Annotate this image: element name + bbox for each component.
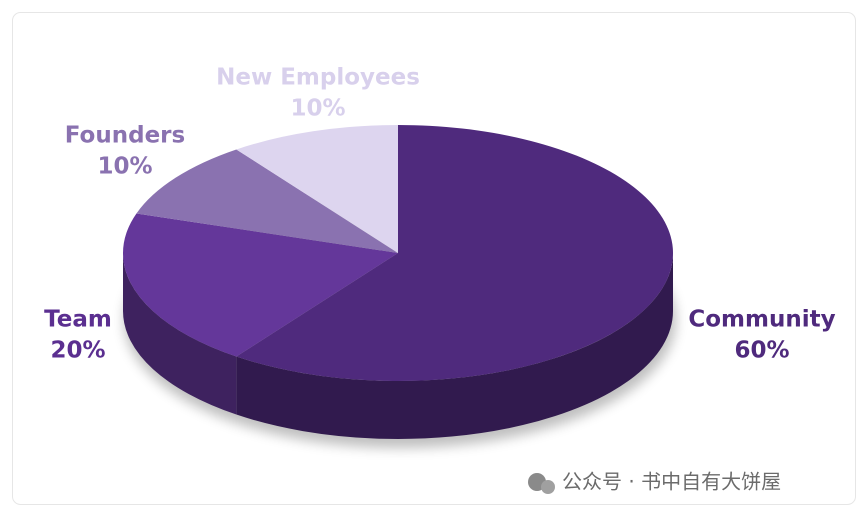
- category-label: Founders: [65, 123, 185, 149]
- category-label: Community: [688, 307, 835, 333]
- value-label: 60%: [734, 338, 789, 364]
- slice: [136, 149, 398, 253]
- slice: [123, 213, 398, 357]
- category-label: New Employees: [216, 65, 420, 91]
- slice: [236, 125, 673, 381]
- value-label: 10%: [97, 154, 152, 180]
- slice-side: [236, 253, 673, 440]
- value-label: 10%: [290, 96, 345, 122]
- pie-tops: [123, 125, 673, 381]
- slice-side: [123, 253, 237, 415]
- slice: [236, 125, 398, 253]
- labels: Community 60% Team 20% Founders 10% New Employ…: [44, 65, 835, 364]
- watermark-group: 公众号 · 书中自有大饼屋: [528, 470, 781, 494]
- value-label: 20%: [50, 338, 105, 364]
- watermark-icon: [541, 480, 555, 494]
- category-label: Team: [44, 307, 112, 333]
- pie-sides: [123, 253, 673, 440]
- watermark: 公众号 · 书中自有大饼屋: [562, 470, 781, 494]
